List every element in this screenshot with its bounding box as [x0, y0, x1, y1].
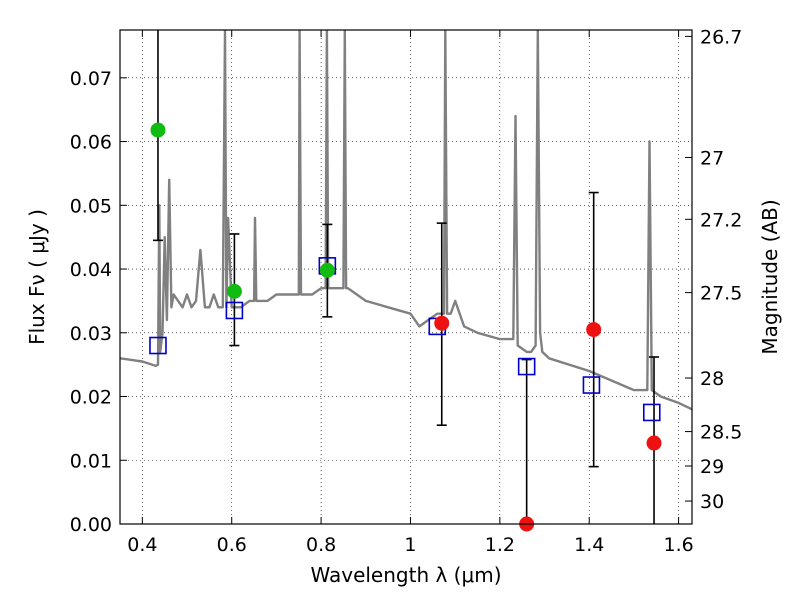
model-photometry-square — [225, 301, 244, 320]
y-axis-label-right: Magnitude (AB) — [758, 199, 782, 354]
model-spectrum-line — [120, 30, 692, 411]
magnitude-tick-label: 27.5 — [700, 283, 742, 305]
magnitude-tick-label: 27 — [700, 147, 724, 169]
detection-point — [150, 122, 166, 138]
y-tick-label: 0.03 — [70, 323, 112, 345]
x-tick-label: 0.8 — [306, 534, 336, 556]
model-photometry-square — [582, 376, 601, 394]
x-tick-label: 0.4 — [127, 534, 157, 556]
x-tick-label: 1.2 — [485, 534, 515, 556]
marker-layer — [149, 30, 662, 532]
y-tick-label: 0.06 — [70, 132, 112, 154]
x-tick-label: 1.6 — [663, 534, 693, 556]
model-photometry-square — [517, 357, 536, 376]
magnitude-tick-label: 29 — [700, 456, 724, 478]
x-tick-label: 1.4 — [574, 534, 604, 556]
model-photometry-square — [149, 336, 167, 355]
detection-point — [319, 262, 335, 278]
y-axis-label-left: Flux Fν ( μJy ) — [25, 209, 49, 345]
y-tick-label: 0.01 — [70, 450, 112, 472]
x-tick-label: 0.6 — [217, 534, 247, 556]
axis-ticks: 0.4 0.6 0.8 1 1.2 1.4 1.6 0.00 0.01 0.02 0.03 0.04 0… — [70, 26, 743, 556]
y-tick-label: 0.05 — [70, 195, 112, 217]
y-tick-label: 0.07 — [70, 68, 112, 90]
x-axis-label: Wavelength λ (μm) — [310, 563, 501, 587]
low-sn-point — [646, 435, 662, 451]
magnitude-tick-label: 28.5 — [700, 422, 742, 444]
x-tick-label: 1 — [404, 534, 416, 556]
y-tick-label: 0.02 — [70, 387, 112, 409]
detection-point — [226, 283, 242, 299]
magnitude-tick-label: 27.2 — [700, 209, 742, 231]
magnitude-tick-label: 28 — [700, 368, 724, 390]
magnitude-tick-label: 26.7 — [700, 26, 742, 48]
low-sn-point — [434, 315, 450, 331]
low-sn-point — [586, 322, 602, 338]
model-photometry-square — [642, 403, 661, 422]
plot-frame — [119, 29, 693, 525]
y-tick-label: 0.00 — [70, 514, 112, 536]
plot-area — [120, 30, 692, 411]
y-tick-label: 0.04 — [70, 259, 112, 281]
magnitude-tick-label: 30 — [700, 491, 724, 513]
grid-lines — [120, 30, 692, 525]
